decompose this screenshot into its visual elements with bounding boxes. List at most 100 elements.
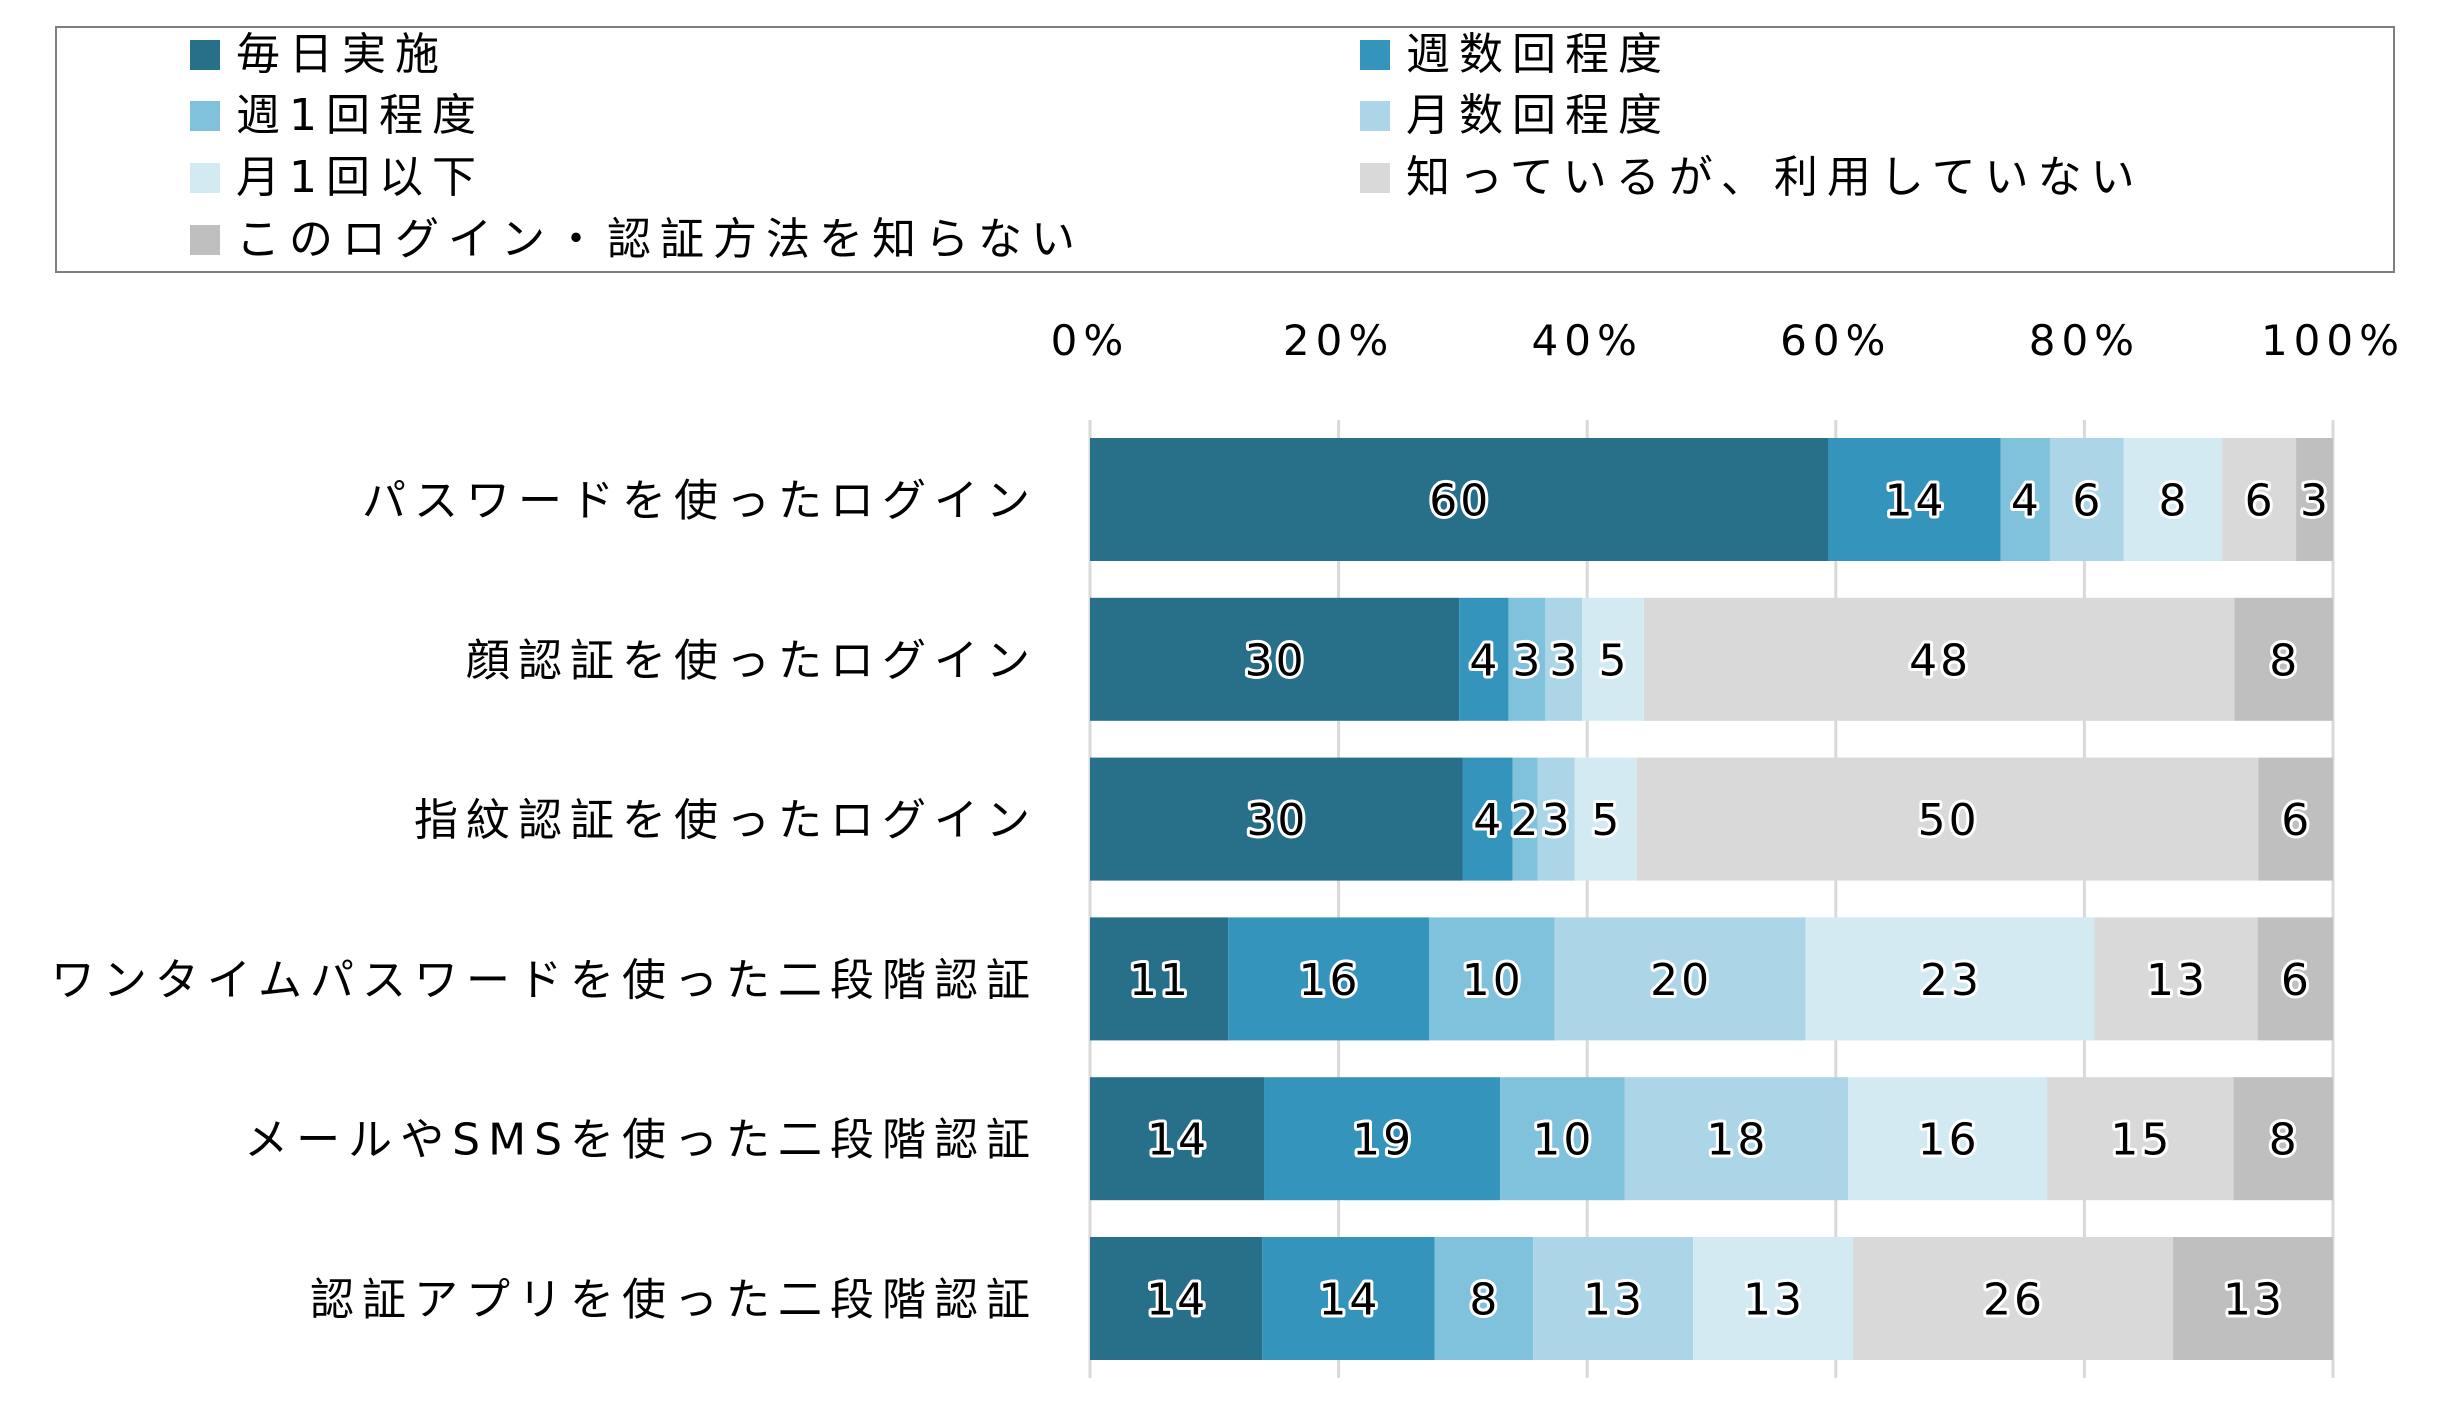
- data-label: 60: [1429, 476, 1491, 527]
- data-label: 48: [1909, 635, 1971, 686]
- bar-segment: [1500, 1077, 1625, 1201]
- data-label: 26: [1983, 1275, 2045, 1326]
- legend-swatch: [1360, 163, 1390, 193]
- category-label: ワンタイムパスワードを使った二段階認証: [51, 955, 1038, 1006]
- bar-segment: [1537, 757, 1575, 881]
- bar-segment: [1508, 597, 1546, 721]
- data-label: 14: [1146, 1275, 1208, 1326]
- bar-segments: [1090, 438, 2333, 1360]
- data-label: 20: [1650, 955, 1712, 1006]
- bar-segment: [1828, 438, 2001, 561]
- legend-swatch: [190, 101, 220, 131]
- gridlines: [1088, 420, 2335, 1378]
- category-label: パスワードを使ったログイン: [362, 476, 1038, 527]
- x-tick-label: 20%: [1283, 316, 1394, 365]
- bar-segment: [2222, 438, 2297, 561]
- data-label: 4: [1469, 635, 1500, 686]
- data-label: 8: [2269, 1115, 2300, 1166]
- bar-segment: [1624, 1077, 1849, 1201]
- data-label: 10: [1462, 955, 1524, 1006]
- legend-item: このログイン・認証方法を知らない: [190, 209, 1084, 271]
- data-label: 30: [1245, 635, 1307, 686]
- data-label: 13: [1583, 1275, 1645, 1326]
- bar-segment: [1533, 1237, 1694, 1360]
- legend-label: 知っているが、利用していない: [1406, 152, 2144, 203]
- bar-segment: [1848, 1077, 2048, 1201]
- bar-segment: [2000, 438, 2050, 561]
- bar-segment: [1805, 917, 2095, 1041]
- category-label: 認証アプリを使った二段階認証: [310, 1275, 1038, 1326]
- data-label: 3: [1542, 795, 1573, 846]
- bar-segment: [2094, 917, 2258, 1041]
- legend-item: 週数回程度: [1360, 24, 1671, 86]
- x-tick-label: 0%: [1051, 316, 1130, 365]
- bar-segment: [2257, 917, 2333, 1041]
- legend-swatch: [190, 225, 220, 255]
- data-label: 5: [1591, 795, 1622, 846]
- data-label: 13: [2146, 955, 2208, 1006]
- legend-label: このログイン・認証方法を知らない: [236, 214, 1084, 265]
- x-tick-label: 40%: [1532, 316, 1643, 365]
- data-label: 4: [2011, 476, 2042, 527]
- bar-segment: [2258, 757, 2333, 881]
- data-label: 6: [2245, 476, 2276, 527]
- data-label: 5: [1599, 635, 1630, 686]
- bar-segment: [1434, 1237, 1534, 1360]
- data-label: 3: [1549, 635, 1580, 686]
- data-label: 16: [1918, 1115, 1980, 1166]
- bar-segment: [1228, 917, 1429, 1041]
- bar-segment: [1090, 757, 1463, 881]
- legend-swatch: [190, 163, 220, 193]
- bar-segment: [1090, 917, 1229, 1041]
- legend-swatch: [1360, 40, 1390, 70]
- legend-item: 毎日実施: [190, 24, 448, 86]
- legend-item: 月1回以下: [190, 147, 485, 209]
- bar-segment: [2173, 1237, 2333, 1360]
- bar-segment: [1090, 597, 1460, 721]
- data-label: 6: [2281, 955, 2312, 1006]
- category-label: 顔認証を使ったログイン: [466, 635, 1038, 686]
- legend-label: 週1回程度: [236, 90, 485, 141]
- bar-segment: [1462, 757, 1513, 881]
- bar-segment: [1090, 438, 1829, 561]
- category-label: 指紋認証を使ったログイン: [414, 795, 1038, 846]
- bar-segment: [1545, 597, 1583, 721]
- data-label: 18: [1706, 1115, 1768, 1166]
- bar-segment: [2049, 438, 2124, 561]
- bar-segment: [1090, 1237, 1263, 1360]
- x-tick-label: 100%: [2261, 316, 2405, 365]
- bar-segment: [1512, 757, 1538, 881]
- bar-segment: [1262, 1237, 1435, 1360]
- bar-segment: [1554, 917, 1806, 1041]
- data-label: 16: [1299, 955, 1361, 1006]
- bar-segment: [1090, 1077, 1265, 1201]
- legend-swatch: [190, 40, 220, 70]
- legend-label: 毎日実施: [236, 29, 448, 80]
- data-label: 2: [1511, 795, 1542, 846]
- data-label: 3: [1512, 635, 1543, 686]
- data-label: 6: [2281, 795, 2312, 846]
- bar-segment: [1574, 757, 1637, 881]
- bar-segment: [1264, 1077, 1501, 1201]
- data-label: 30: [1246, 795, 1308, 846]
- bar-segment: [1582, 597, 1644, 721]
- bar-segment: [2296, 438, 2333, 561]
- data-labels: 60 14 4 6 8 6 330 4 3 3 5 48 830 4 2 3 5 50 611 16 10 20 23 13 6…: [1126, 473, 2331, 1329]
- data-label: 8: [2269, 635, 2300, 686]
- bar-segment: [1853, 1237, 2174, 1360]
- data-label: 8: [2159, 476, 2190, 527]
- data-label: 23: [1920, 955, 1982, 1006]
- data-label: 8: [1469, 1275, 1500, 1326]
- chart-legend: 毎日実施 週数回程度週1回程度 月数回程度月1回以下 知っているが、利用していないこの…: [55, 26, 2395, 273]
- legend-label: 週数回程度: [1406, 29, 1671, 80]
- legend-swatch: [1360, 101, 1390, 131]
- x-axis-tick-labels: 0% 20% 40% 60% 80% 100%: [1051, 316, 2405, 365]
- data-label: 50: [1918, 795, 1980, 846]
- bar-segment: [1636, 757, 2259, 881]
- legend-label: 月数回程度: [1406, 90, 1671, 141]
- data-label: 14: [1885, 476, 1947, 527]
- data-label: 14: [1147, 1115, 1209, 1166]
- data-label: 6: [2072, 476, 2103, 527]
- data-label: 14: [1318, 1275, 1380, 1326]
